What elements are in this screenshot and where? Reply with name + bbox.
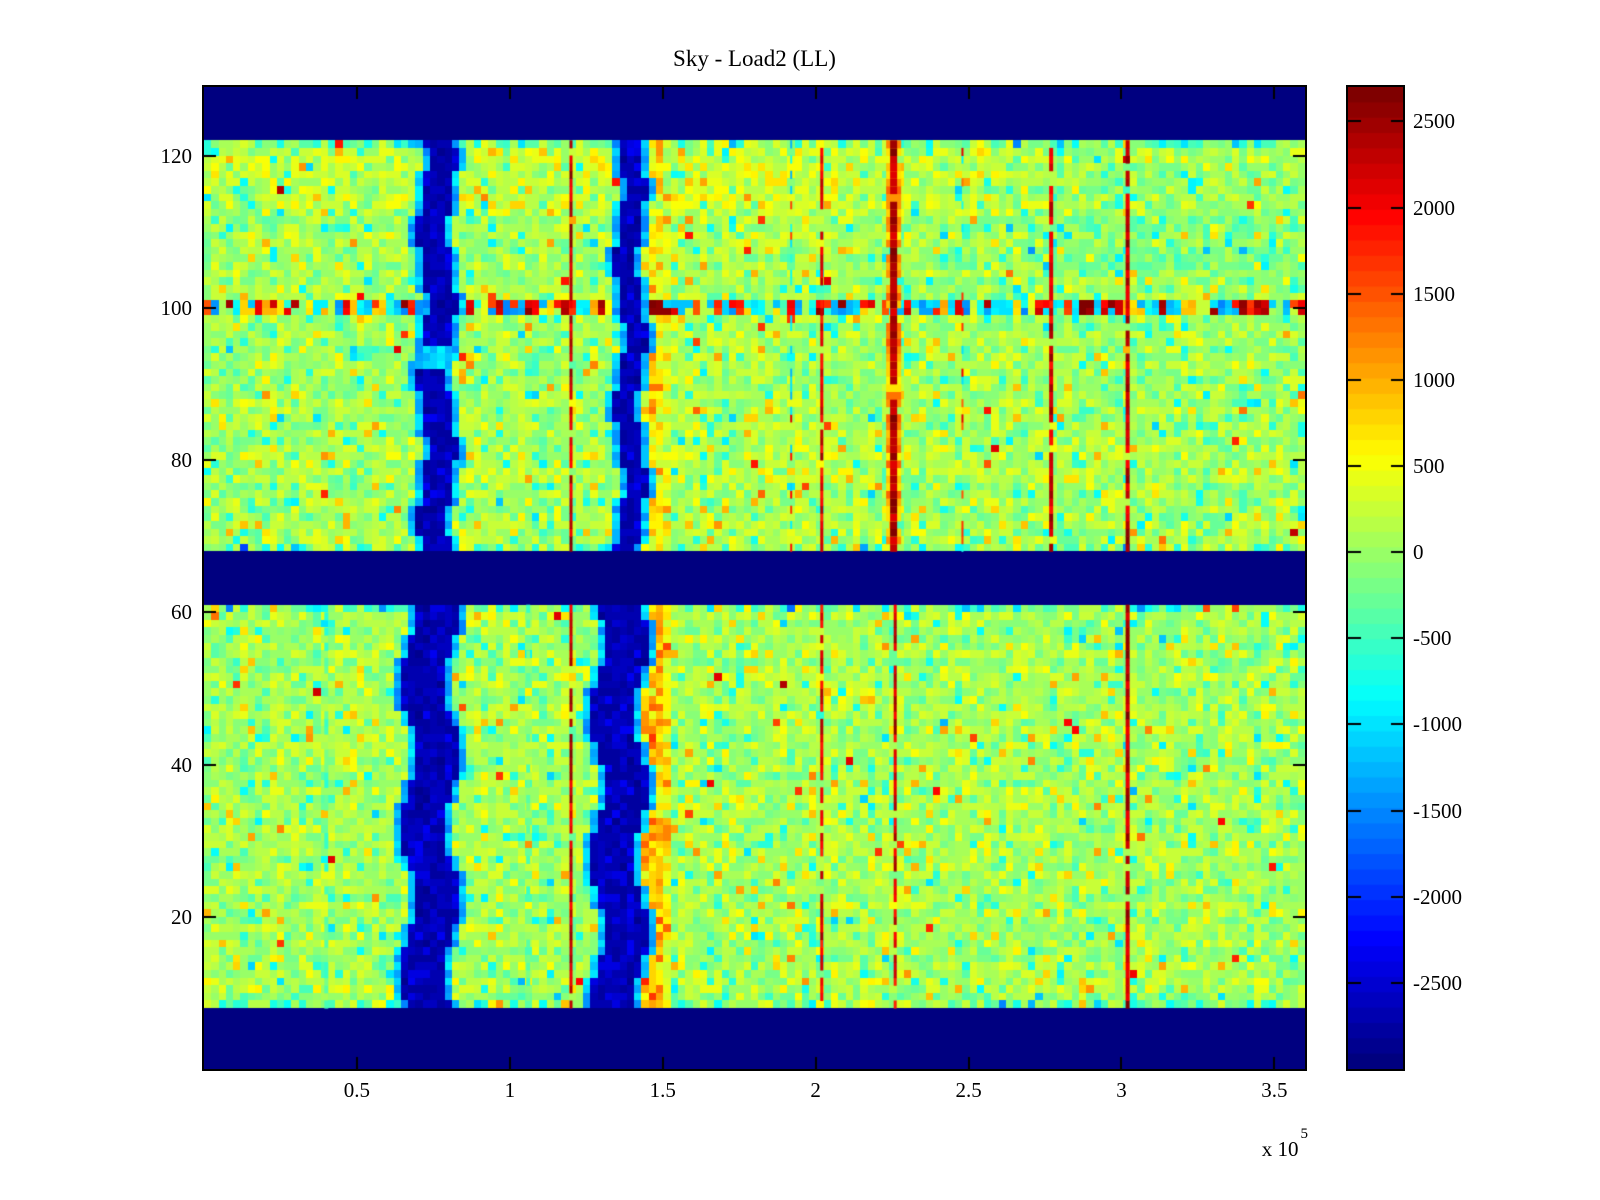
x-tick-label: 3 [1116, 1078, 1127, 1102]
plot-title: Sky - Load2 (LL) [673, 46, 836, 71]
x-tick-label: 3.5 [1261, 1078, 1288, 1102]
colorbar-tick-label: 2500 [1413, 109, 1455, 134]
x-tick-label: 2.5 [955, 1078, 982, 1102]
x-tick-label: 1.5 [649, 1078, 676, 1102]
x-axis-scale-label: x 105 [1150, 1126, 1308, 1162]
colorbar-tick-label: -500 [1413, 626, 1452, 651]
colorbar-tick-label: -1000 [1413, 712, 1462, 737]
colorbar-tick-label: 1500 [1413, 281, 1455, 306]
colorbar-tick-label: -2000 [1413, 884, 1462, 909]
y-tick-label: 100 [160, 295, 193, 320]
y-tick-label: 60 [171, 600, 192, 625]
y-tick-label: 120 [160, 143, 193, 168]
x-tick-label: 0.5 [343, 1078, 371, 1102]
colorbar-tick-label: 2000 [1413, 195, 1455, 220]
colorbar-tick-label: 1000 [1413, 367, 1455, 392]
x-axis-scale-exponent: 5 [1300, 1126, 1309, 1142]
heatmap-axes [202, 85, 1307, 1071]
y-tick-label: 80 [171, 448, 192, 472]
y-tick-label: 40 [171, 752, 192, 777]
heatmap-image [204, 87, 1305, 1069]
colorbar-tick-label: 0 [1413, 540, 1424, 565]
x-axis-scale-base: x 10 [1261, 1137, 1299, 1161]
y-tick-label: 20 [171, 904, 192, 929]
x-tick-label: 1 [504, 1078, 516, 1102]
colorbar-image [1348, 87, 1403, 1069]
colorbar-tick-label: 500 [1413, 454, 1445, 479]
colorbar [1346, 85, 1405, 1071]
colorbar-tick-label: -1500 [1413, 798, 1462, 823]
x-tick-label: 2 [810, 1078, 821, 1102]
colorbar-tick-label: -2500 [1413, 970, 1462, 995]
